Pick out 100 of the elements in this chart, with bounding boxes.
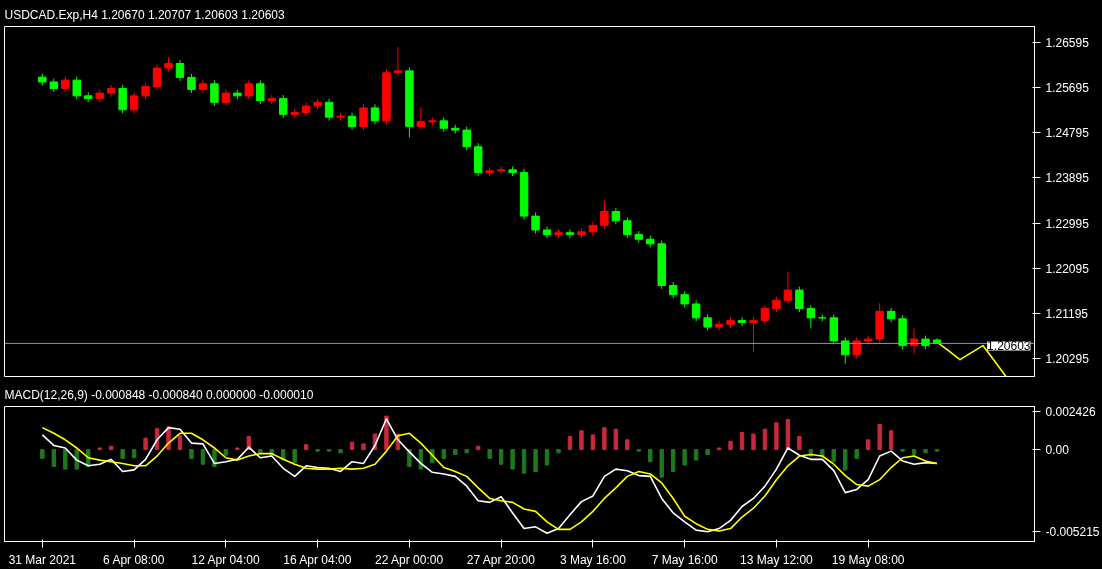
bar: [556, 449, 561, 454]
y-tick-label: 1.21195: [1045, 307, 1089, 322]
bar: [911, 449, 917, 455]
candlestick: [714, 320, 724, 332]
ref-line-label: 1.20603: [987, 339, 1031, 354]
bar: [590, 434, 596, 451]
candlestick: [129, 91, 139, 114]
candlestick: [175, 59, 185, 82]
bar: [258, 449, 263, 454]
bar: [843, 449, 848, 471]
bar: [131, 449, 137, 459]
bar: [751, 433, 756, 451]
bar: [659, 449, 664, 478]
bar: [498, 449, 504, 465]
bar: [567, 435, 573, 451]
bar: [120, 449, 125, 460]
candlestick: [359, 103, 368, 131]
bar: [797, 435, 802, 451]
candlestick: [416, 106, 426, 131]
x-tick-label: 31 Mar 2021: [8, 552, 77, 567]
chart-title: USDCAD.Exp,H4 1.20670 1.20707 1.20603 1.20603: [4, 7, 286, 22]
candlestick: [118, 84, 127, 114]
bar: [579, 430, 584, 451]
y-tick-label: 0.00: [1045, 443, 1070, 458]
bar: [693, 449, 699, 461]
bar: [189, 449, 194, 460]
bar: [177, 435, 183, 451]
bar: [361, 443, 366, 451]
bar: [923, 449, 928, 454]
y-tick-label: 1.26595: [1045, 35, 1090, 50]
bar: [602, 427, 607, 451]
bar: [625, 439, 630, 451]
bar: [418, 449, 424, 470]
bar: [648, 449, 653, 463]
bar: [108, 445, 114, 451]
bar: [143, 437, 148, 451]
bar: [441, 449, 447, 460]
x-tick-label: 22 Apr 00:00: [375, 552, 444, 567]
y-tick-label: 1.20295: [1045, 352, 1090, 367]
bar: [223, 449, 229, 456]
candlestick: [210, 79, 219, 107]
y-tick-label: 0.002426: [1045, 404, 1096, 419]
candlestick: [783, 271, 793, 305]
candlestick: [187, 73, 196, 94]
y-tick-label: 1.24795: [1045, 126, 1090, 141]
candlestick: [256, 79, 265, 105]
bar: [682, 449, 687, 466]
candlestick: [531, 212, 540, 234]
bar: [728, 440, 733, 451]
bar: [613, 428, 619, 451]
bar: [475, 445, 481, 451]
candlestick: [760, 304, 770, 325]
x-tick-label: 7 May 16:00: [651, 552, 719, 567]
bar: [521, 449, 527, 474]
bar: [510, 449, 515, 470]
y-tick-label: 1.25695: [1045, 80, 1090, 95]
x-tick-label: 13 May 12:00: [740, 552, 814, 567]
candlestick: [806, 304, 816, 329]
bar: [888, 430, 894, 451]
bar: [854, 449, 859, 460]
candlestick: [623, 216, 632, 239]
y-tick-label: 1.23895: [1045, 171, 1090, 186]
x-tick-label: 3 May 16:00: [559, 552, 627, 567]
x-tick-label: 6 Apr 08:00: [103, 552, 165, 567]
bar: [670, 449, 676, 472]
candlestick: [909, 328, 919, 355]
candlestick: [324, 98, 334, 122]
candlestick: [370, 103, 380, 125]
candlestick: [72, 76, 81, 100]
bar: [865, 439, 871, 451]
bar: [200, 449, 206, 465]
candlestick: [795, 286, 804, 313]
bar: [292, 449, 297, 464]
candlestick: [749, 316, 758, 353]
candlestick: [565, 228, 575, 239]
bar: [303, 444, 309, 451]
chart-title: MACD(12,26,9) -0.000848 -0.000840 0.000000 -0.000010: [4, 387, 314, 402]
bar: [453, 449, 458, 455]
candlestick: [198, 79, 208, 94]
bar: [705, 449, 710, 455]
y-tick-label: -0.005215: [1045, 525, 1100, 540]
candlestick: [278, 94, 288, 119]
bar: [51, 449, 57, 468]
bar: [487, 449, 492, 460]
bar: [544, 449, 550, 466]
bar: [739, 432, 745, 451]
candlestick: [393, 46, 403, 77]
bar: [74, 449, 79, 470]
x-tick-label: 19 May 08:00: [831, 552, 905, 567]
x-tick-label: 27 Apr 20:00: [466, 552, 536, 567]
candlestick: [462, 126, 471, 151]
bar: [338, 449, 343, 454]
bar: [40, 449, 45, 460]
bar: [533, 449, 538, 472]
bar: [877, 423, 882, 451]
candlestick: [829, 313, 838, 345]
candlestick: [737, 316, 747, 327]
bar: [63, 449, 68, 470]
candlestick: [152, 64, 162, 91]
bar: [831, 449, 836, 463]
